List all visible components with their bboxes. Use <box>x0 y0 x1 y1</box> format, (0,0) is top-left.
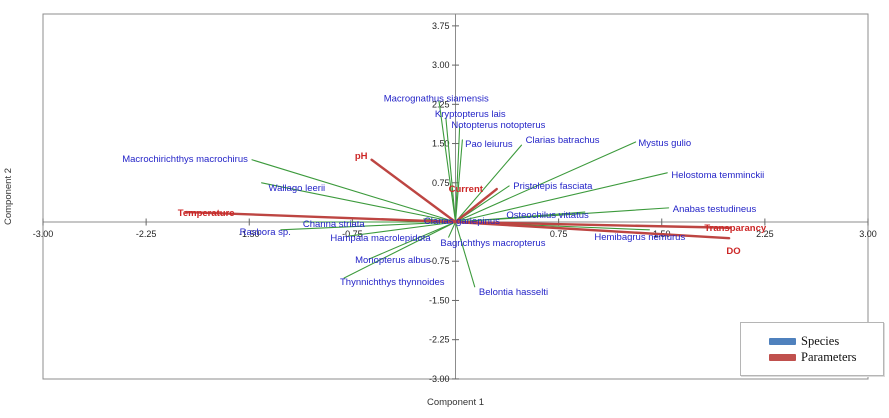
legend-swatch-parameters <box>769 353 796 361</box>
x-tick-label: -0.75 <box>342 229 363 239</box>
specie-vector <box>448 221 457 238</box>
legend-item-species: Species <box>769 333 883 348</box>
specie-vector <box>454 144 523 223</box>
specie-label: Hemibagrus nemurus <box>594 232 685 243</box>
x-tick-label: -1.50 <box>239 229 260 239</box>
parameter-vector <box>454 220 731 240</box>
specie-label: Belontia hasselti <box>479 287 548 298</box>
x-tick-label: 2.25 <box>756 229 774 239</box>
y-tick-label: 3.75 <box>432 21 450 31</box>
parameter-vector <box>370 158 457 224</box>
specie-vector <box>438 100 457 223</box>
specie-vector <box>454 221 476 288</box>
specie-label: Anabas testudineus <box>673 204 757 215</box>
specie-vector <box>454 141 637 223</box>
legend: Species Parameters <box>740 322 884 376</box>
specie-label: Mystus gulio <box>638 138 691 149</box>
specie-label: Thynnichthys thynnoides <box>340 277 445 288</box>
x-axis-title: Component 1 <box>426 397 485 408</box>
specie-label: Kryptopterus lais <box>435 109 506 120</box>
y-tick-label: -0.75 <box>429 256 450 266</box>
specie-vector <box>454 172 668 223</box>
specie-label: Bagrichthys macropterus <box>440 238 545 249</box>
y-tick-label: 3.00 <box>432 60 450 70</box>
specie-label: Rasbora sp. <box>240 227 291 238</box>
parameter-vector <box>454 220 732 229</box>
x-tick-label: -3.00 <box>33 229 54 239</box>
parameter-label: Temperature <box>178 208 235 219</box>
legend-label-species: Species <box>801 333 840 348</box>
specie-vector <box>347 221 457 237</box>
y-tick-label: 2.25 <box>432 99 450 109</box>
x-tick-label: 0.75 <box>550 229 568 239</box>
specie-label: Macrognathus siamensis <box>384 94 489 105</box>
specie-label: Notopterus notopterus <box>451 120 545 131</box>
y-tick-label: 0.75 <box>432 178 450 188</box>
specie-vector <box>343 221 457 279</box>
parameter-label: pH <box>355 151 368 162</box>
specie-label: Hampala macrolepidota <box>330 233 431 244</box>
specie-vector <box>454 211 586 223</box>
specie-label: Wallago leerii <box>269 183 326 194</box>
y-tick-label: 1.50 <box>432 139 450 149</box>
y-axis-title: Component 2 <box>3 167 15 226</box>
specie-label: Osteochilus vittatus <box>506 210 589 221</box>
specie-label: Clarias gariepinus <box>424 216 500 227</box>
y-tick-label: -3.00 <box>429 374 450 384</box>
legend-item-parameters: Parameters <box>769 349 883 364</box>
specie-label: Monopterus albus <box>355 255 431 266</box>
x-tick-label: 3.00 <box>859 229 877 239</box>
specie-label: Pao leiurus <box>465 139 513 150</box>
parameter-label: Current <box>449 184 484 195</box>
specie-label: Clarias batrachus <box>526 135 600 146</box>
specie-vector <box>445 117 457 223</box>
specie-vector <box>368 221 457 260</box>
legend-swatch-species <box>769 337 796 345</box>
parameter-vector <box>184 210 457 224</box>
parameter-vector <box>454 187 498 224</box>
specie-label: Macrochirichthys macrochirus <box>122 154 248 165</box>
y-tick-label: -2.25 <box>429 335 450 345</box>
specie-vector <box>280 221 457 231</box>
legend-label-parameters: Parameters <box>801 349 857 364</box>
y-tick-label: -1.50 <box>429 295 450 305</box>
parameter-label: DO <box>726 246 740 257</box>
specie-vector <box>251 159 457 223</box>
y-axis-title-wrap: Component 2 <box>0 14 18 379</box>
specie-vector <box>261 182 457 223</box>
parameter-label: Transparancy <box>704 223 766 234</box>
specie-label: Helostoma temminckii <box>671 170 764 181</box>
x-tick-label: -2.25 <box>136 229 157 239</box>
specie-vector <box>454 126 461 223</box>
specie-vector <box>454 139 463 223</box>
specie-label: Pristolepis fasciata <box>513 181 593 192</box>
specie-label: Channa striata <box>303 219 366 230</box>
